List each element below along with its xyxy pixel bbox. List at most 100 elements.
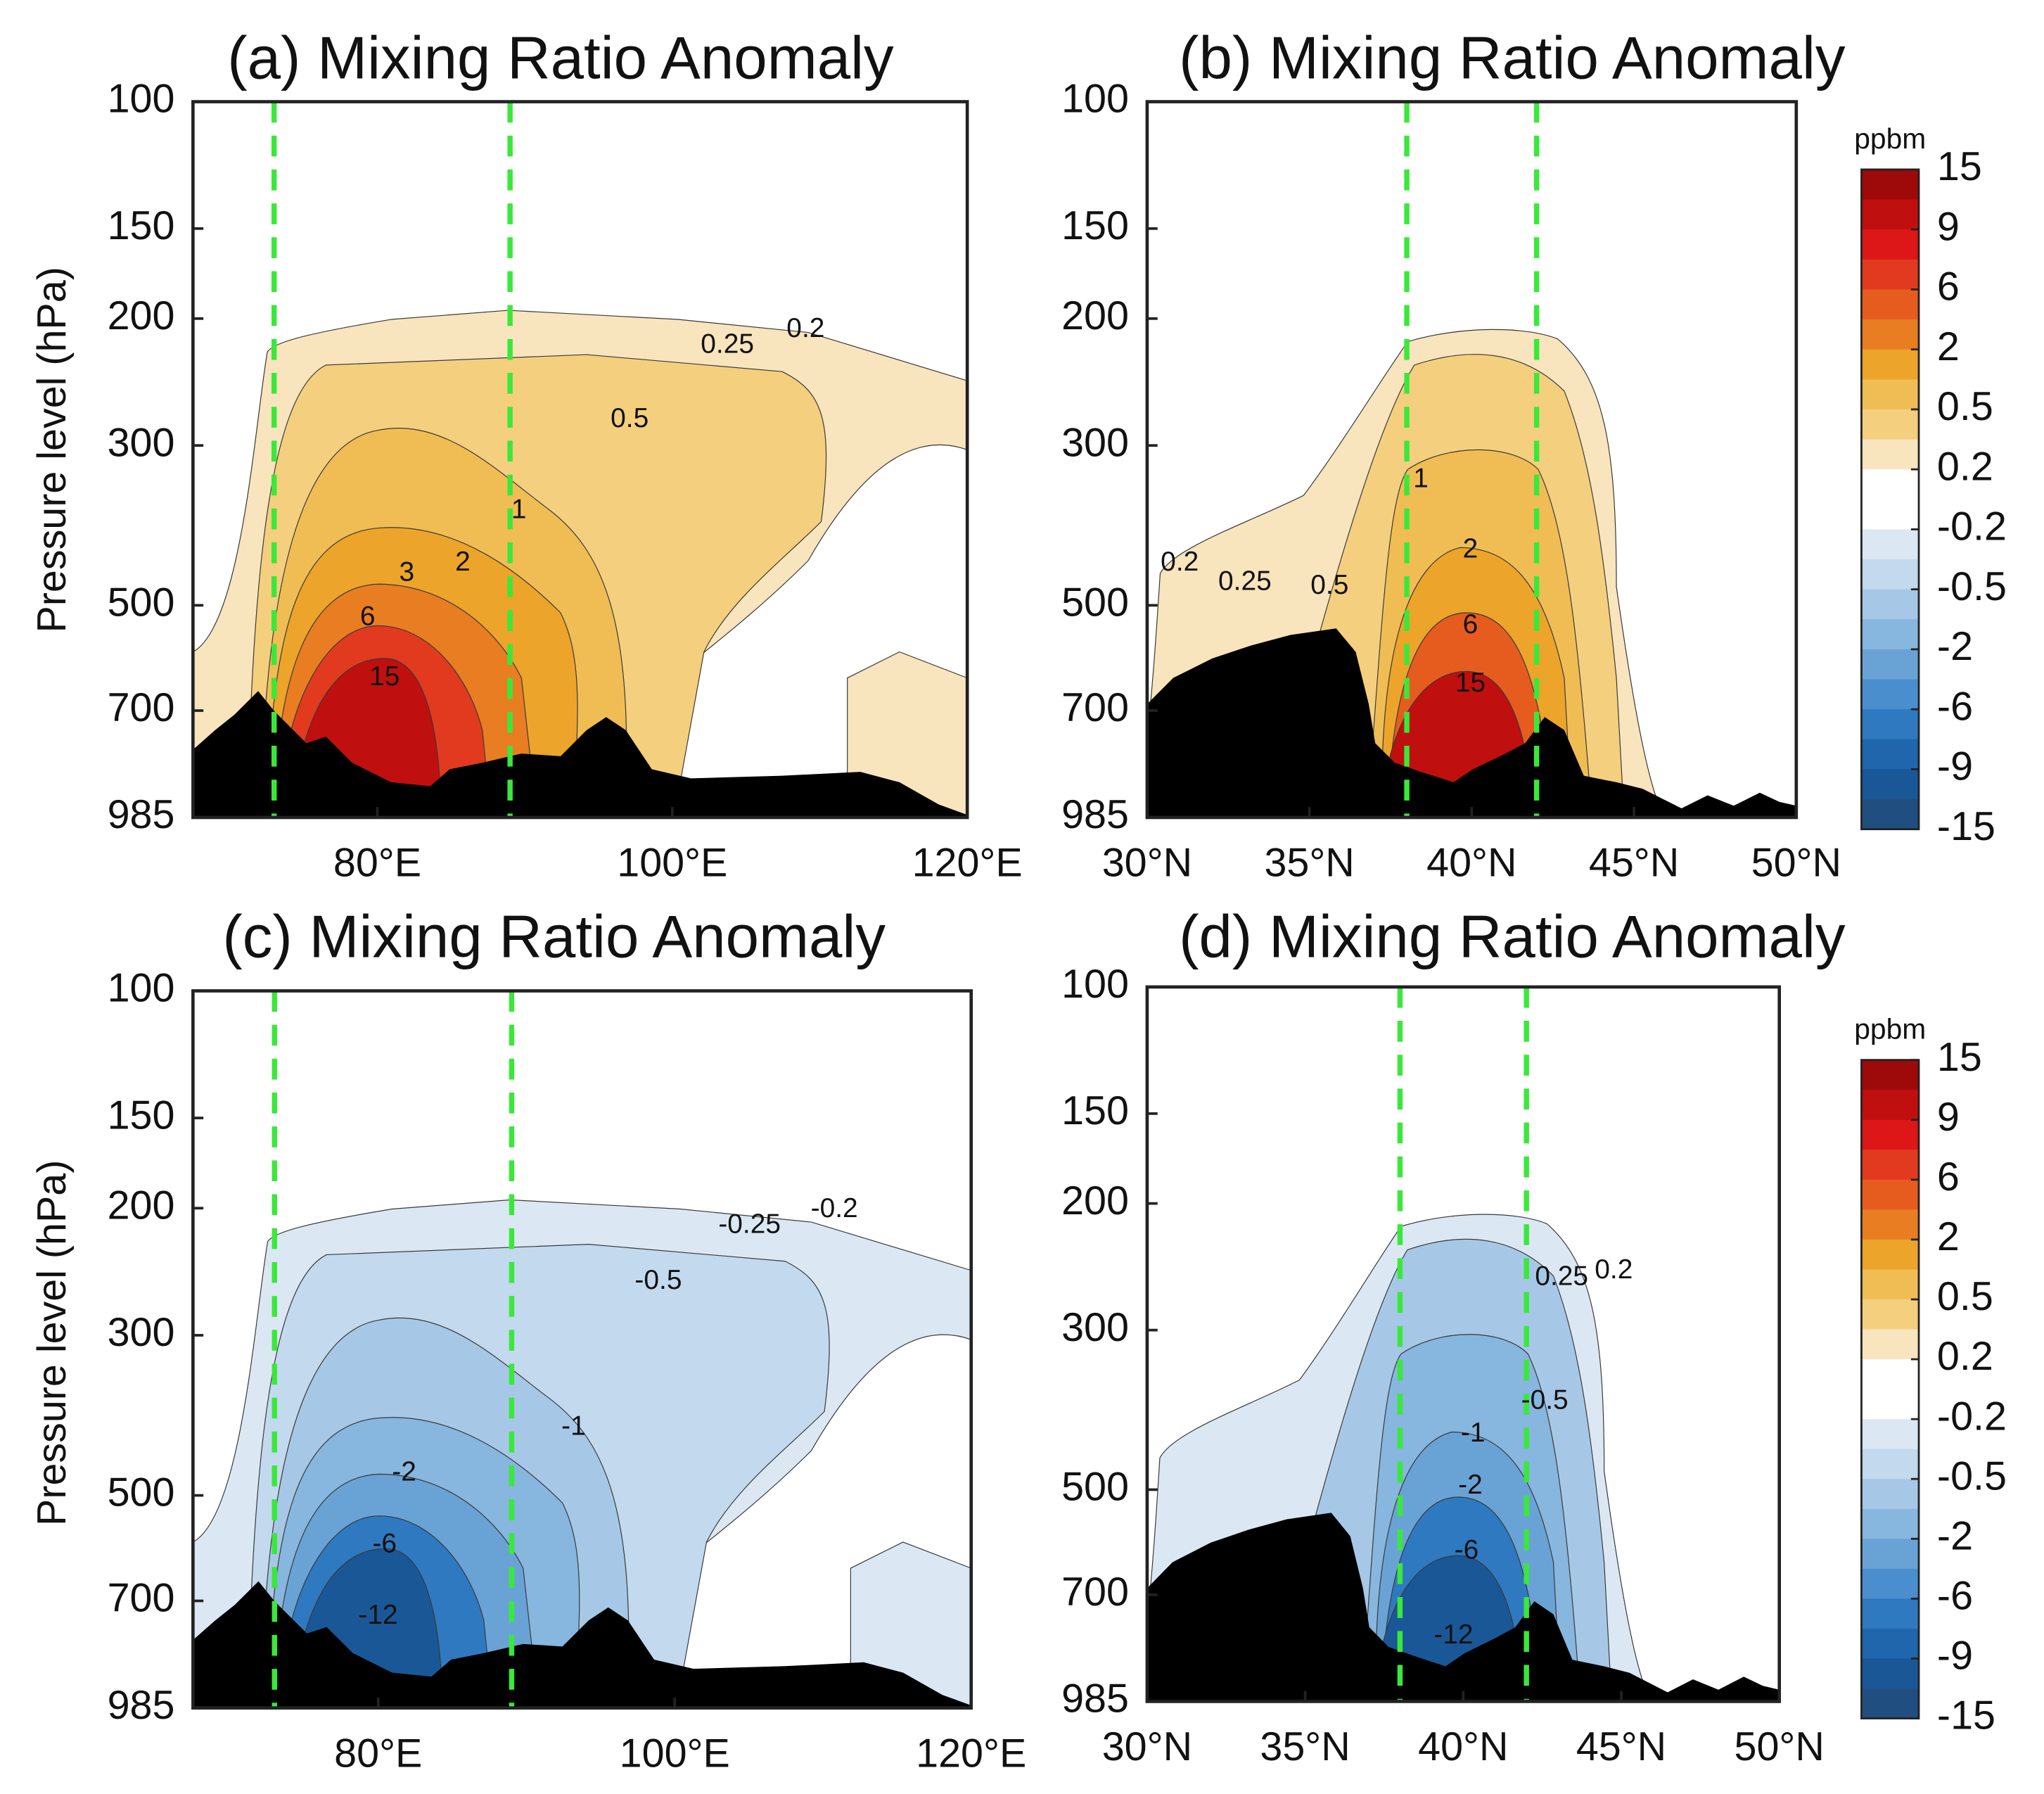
colorbar-swatch	[1861, 649, 1919, 680]
panel-title: (a) Mixing Ratio Anomaly	[227, 25, 894, 91]
colorbar-swatch	[1861, 1299, 1919, 1330]
colorbar-tick-label: 9	[1937, 204, 1960, 249]
colorbar-tick-label: -0.2	[1937, 504, 2007, 549]
colorbar-tick-label: 15	[1937, 1035, 1982, 1080]
colorbar-swatch	[1861, 589, 1919, 621]
y-tick-label: 985	[108, 1683, 175, 1728]
contour-label: 0.25	[701, 329, 754, 359]
colorbar-swatch	[1861, 289, 1919, 320]
y-tick-label: 300	[1061, 1305, 1129, 1350]
contour-label: 6	[1463, 609, 1478, 640]
plot-area	[1146, 101, 1796, 818]
contour-label: 15	[369, 661, 400, 692]
y-tick-label: 300	[108, 420, 175, 465]
y-tick-label: 100	[1061, 962, 1129, 1007]
colorbar-tick-label: -15	[1937, 804, 1995, 849]
x-tick-label: 50°N	[1735, 1724, 1825, 1769]
y-tick-label: 150	[1061, 1088, 1129, 1133]
colorbar-swatch	[1861, 319, 1919, 350]
colorbar-tick-label: -0.5	[1937, 1453, 2007, 1499]
colorbar-swatch	[1861, 199, 1919, 231]
colorbar-swatch	[1861, 1449, 1919, 1480]
y-tick-label: 150	[1061, 203, 1129, 248]
colorbar-swatch	[1861, 409, 1919, 440]
contour-label: -6	[372, 1528, 397, 1558]
colorbar-swatch	[1861, 469, 1919, 500]
colorbar-swatch	[1861, 529, 1919, 560]
contour-label: -0.25	[718, 1209, 781, 1239]
colorbar-swatch	[1861, 1060, 1919, 1091]
colorbar-swatch	[1861, 1150, 1919, 1181]
y-axis-label: Pressure level (hPa)	[30, 267, 75, 632]
y-tick-label: 500	[1061, 580, 1129, 625]
colorbar-swatch	[1861, 1568, 1919, 1600]
colorbar-swatch	[1861, 499, 1919, 530]
x-tick-label: 120°E	[912, 841, 1023, 886]
colorbar-tick-label: -0.5	[1937, 564, 2007, 609]
colorbar-tick-label: -2	[1937, 624, 1973, 669]
contour-label: -12	[1433, 1620, 1473, 1650]
contour-label: 6	[360, 602, 376, 632]
contour-label: 15	[1455, 668, 1486, 698]
colorbar-swatch	[1861, 1359, 1919, 1390]
contour-label: 1	[511, 495, 527, 525]
plot-area	[193, 991, 971, 1708]
y-tick-label: 100	[1061, 77, 1129, 122]
colorbar-tick-label: 0.5	[1937, 1274, 1993, 1319]
colorbar-tick-label: 6	[1937, 1154, 1960, 1200]
contour-label: -2	[392, 1456, 416, 1487]
x-tick-label: 35°N	[1260, 1724, 1350, 1769]
colorbar-swatch	[1861, 439, 1919, 471]
contour-label: -0.5	[634, 1265, 682, 1295]
colorbar-tick-label: -2	[1937, 1513, 1973, 1558]
colorbar-swatch	[1861, 379, 1919, 410]
colorbar-tick-label: -6	[1937, 684, 1973, 729]
terrain	[1146, 628, 1796, 818]
colorbar-swatch	[1861, 1209, 1919, 1240]
contour-field	[1146, 1214, 1780, 1701]
y-tick-label: 200	[108, 1183, 175, 1228]
colorbar-label: ppbm	[1854, 122, 1926, 155]
y-tick-label: 100	[108, 966, 175, 1011]
y-tick-label: 985	[108, 792, 175, 837]
x-tick-label: 80°E	[333, 841, 421, 886]
colorbar-frame	[1860, 1059, 1920, 1719]
y-tick-label: 200	[1061, 1178, 1129, 1223]
terrain	[193, 691, 968, 818]
x-tick-label: 80°E	[334, 1731, 422, 1776]
terrain	[193, 1581, 971, 1708]
y-tick-label: 985	[1061, 1677, 1129, 1722]
colorbar-swatch	[1861, 799, 1919, 830]
colorbar-tick-label: 2	[1937, 1214, 1960, 1259]
contour-label: 0.5	[611, 403, 649, 433]
y-tick-label: 500	[108, 1470, 175, 1515]
colorbar-swatch	[1861, 1329, 1919, 1360]
plot-area	[1146, 986, 1780, 1702]
colorbar-swatch	[1861, 349, 1919, 381]
contour-label: -0.5	[1521, 1385, 1569, 1415]
x-tick-label: 30°N	[1102, 841, 1192, 886]
colorbar-tick-label: -0.2	[1937, 1394, 2007, 1439]
colorbar-swatch	[1861, 769, 1919, 800]
colorbar-swatch	[1861, 1658, 1919, 1689]
colorbar-swatch	[1861, 1179, 1919, 1211]
colorbar-swatch	[1861, 1539, 1919, 1570]
contour-field	[193, 310, 968, 818]
plot-area	[193, 101, 968, 818]
colorbar-swatch	[1861, 229, 1919, 260]
colorbar-swatch	[1861, 1239, 1919, 1271]
panel-title: (b) Mixing Ratio Anomaly	[1179, 25, 1846, 91]
contour-label: -0.2	[811, 1193, 858, 1223]
y-tick-label: 100	[108, 77, 175, 122]
colorbar-tick-label: 6	[1937, 265, 1960, 310]
x-tick-label: 100°E	[617, 841, 727, 886]
colorbar-swatch	[1861, 1479, 1919, 1510]
contour-field	[193, 1200, 971, 1708]
y-tick-label: 500	[1061, 1465, 1129, 1510]
colorbar-swatch	[1861, 1090, 1919, 1121]
colorbar-tick-label: 0.2	[1937, 1334, 1993, 1379]
contour-label: 0.2	[786, 313, 824, 343]
colorbar-swatch	[1861, 679, 1919, 711]
colorbar-tick-label: 0.5	[1937, 384, 1993, 429]
